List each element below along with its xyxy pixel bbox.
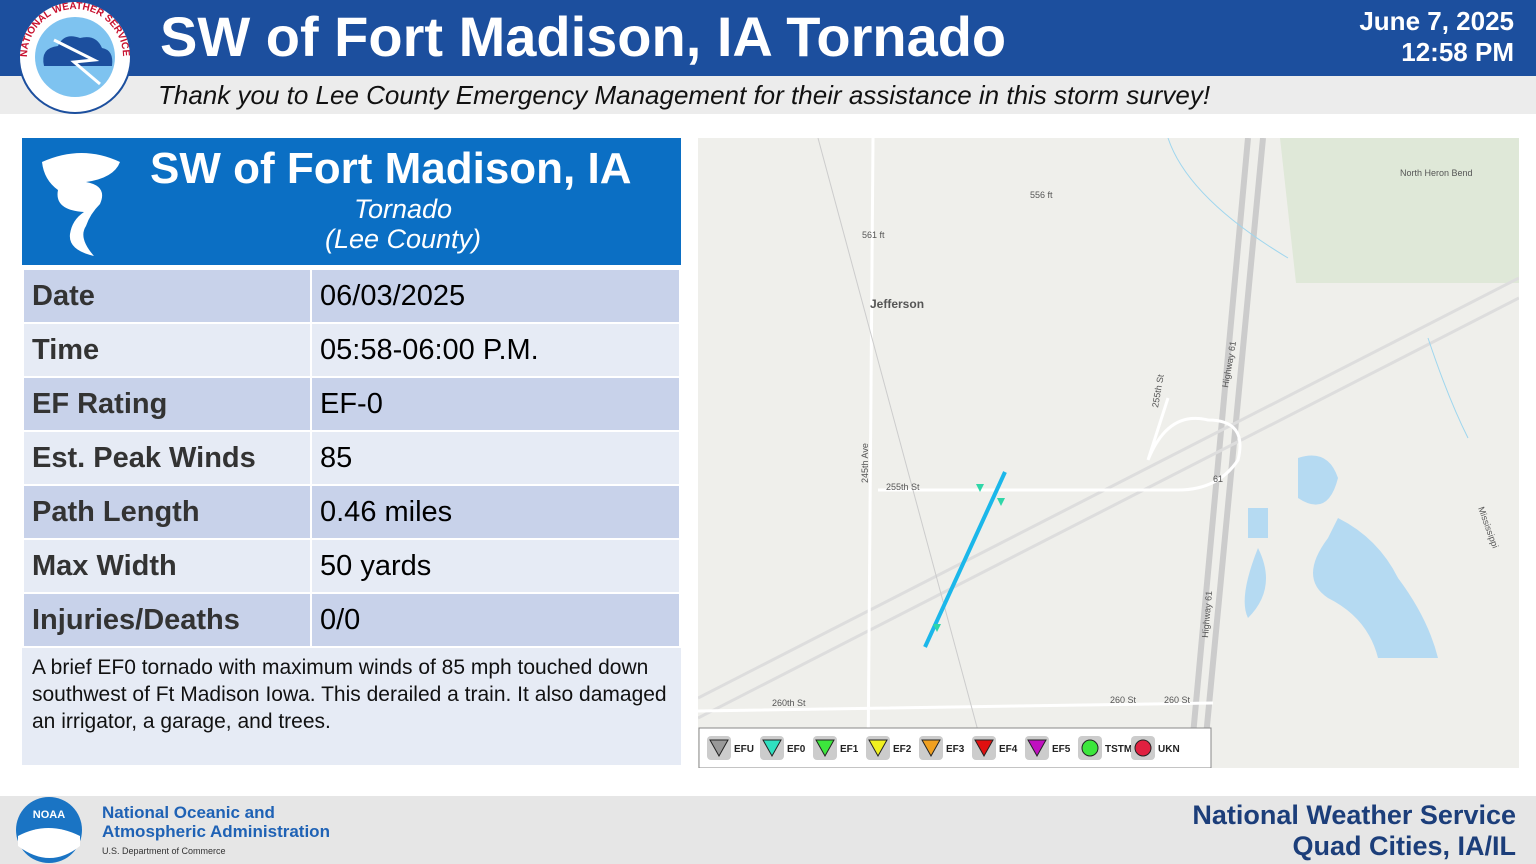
legend-icon (921, 739, 941, 758)
subtitle-bar (0, 76, 1536, 114)
legend-label: EF3 (946, 744, 965, 755)
row-label: EF Rating (22, 376, 312, 432)
map-label: Highway 61 (1220, 340, 1238, 388)
map-canvas: North Heron Bend 556 ft 561 ft Jefferson 255… (698, 138, 1519, 768)
map-label: 245th Ave (860, 443, 870, 483)
legend-icon (762, 739, 782, 758)
row-value: 85 (310, 430, 681, 486)
description: A brief EF0 tornado with maximum winds o… (22, 648, 681, 765)
info-card: SW of Fort Madison, IA Tornado (Lee Coun… (22, 138, 681, 765)
table-row: Est. Peak Winds 85 (22, 430, 681, 486)
time: 12:58 PM (1401, 37, 1514, 67)
row-value: 06/03/2025 (310, 268, 681, 324)
row-label: Injuries/Deaths (22, 592, 312, 648)
map-label: 556 ft (1030, 190, 1053, 200)
date-time: June 7, 2025 12:58 PM (1359, 6, 1514, 68)
subtitle: Thank you to Lee County Emergency Manage… (158, 80, 1211, 110)
legend-label: EF0 (787, 744, 806, 755)
table-row: EF Rating EF-0 (22, 376, 681, 432)
legend-icon (1134, 739, 1152, 757)
department: U.S. Department of Commerce (102, 846, 226, 856)
legend-icon (1081, 739, 1099, 757)
legend-icon (709, 739, 729, 758)
tornado-path (923, 471, 1007, 648)
legend-label: EFU (734, 744, 754, 755)
row-value: EF-0 (310, 376, 681, 432)
row-value: 0.46 miles (310, 484, 681, 540)
map-label: 255th St (1150, 373, 1166, 408)
legend-icon (815, 739, 835, 758)
row-value: 0/0 (310, 592, 681, 648)
info-table: Date 06/03/2025 Time 05:58-06:00 P.M. EF Rat… (22, 268, 681, 648)
legend-icon (868, 739, 888, 758)
row-label: Date (22, 268, 312, 324)
county: (Lee County) (324, 224, 482, 254)
office: National Weather Service Quad Cities, IA/… (1192, 800, 1516, 862)
card-title: SW of Fort Madison, IA (150, 144, 632, 193)
table-row: Injuries/Deaths 0/0 (22, 592, 681, 648)
noaa-text: NOAA (33, 809, 65, 821)
table-row: Max Width 50 yards (22, 538, 681, 594)
map-label: 260 St (1164, 695, 1191, 705)
legend-label: TSTM (1105, 744, 1132, 755)
table-row: Date 06/03/2025 (22, 268, 681, 324)
footer-bar (0, 796, 1536, 864)
map-label: 61 (1213, 474, 1223, 484)
legend-label: EF2 (893, 744, 912, 755)
map-label: Mississippi (1476, 505, 1500, 549)
row-value: 50 yards (310, 538, 681, 594)
header-bar (0, 0, 1536, 76)
map-label: Highway 61 (1200, 590, 1214, 638)
card-header: SW of Fort Madison, IA Tornado (Lee Coun… (22, 138, 681, 265)
legend-label: UKN (1158, 744, 1180, 755)
map-label: 561 ft (862, 230, 885, 240)
agency-line1: National Oceanic and (102, 803, 275, 822)
row-label: Path Length (22, 484, 312, 540)
legend-label: EF1 (840, 744, 859, 755)
noaa-logo: NOAA National Oceanic and Atmospheric Ad… (16, 797, 330, 863)
map-label: 260 St (1110, 695, 1137, 705)
map-label: 255th St (886, 482, 920, 492)
title: SW of Fort Madison, IA Tornado (160, 5, 1007, 68)
damage-points (933, 484, 1005, 632)
table-row: Time 05:58-06:00 P.M. (22, 322, 681, 378)
agency-line2: Atmospheric Administration (102, 822, 330, 841)
legend-icon (974, 739, 994, 758)
legend-label: EF4 (999, 744, 1018, 755)
map: North Heron Bend 556 ft 561 ft Jefferson 255… (698, 138, 1519, 768)
legend-icon (1027, 739, 1047, 758)
map-label: 260th St (772, 698, 806, 708)
map-label: Jefferson (870, 297, 924, 311)
date: June 7, 2025 (1359, 6, 1514, 36)
office-line1: National Weather Service (1192, 800, 1516, 830)
row-label: Time (22, 322, 312, 378)
tornado-icon (42, 153, 120, 256)
row-label: Max Width (22, 538, 312, 594)
legend-label: EF5 (1052, 744, 1071, 755)
office-line2: Quad Cities, IA/IL (1292, 831, 1516, 861)
row-label: Est. Peak Winds (22, 430, 312, 486)
nws-logo: NATIONAL WEATHER SERVICE (18, 0, 132, 114)
event-type: Tornado (353, 194, 453, 224)
table-row: Path Length 0.46 miles (22, 484, 681, 540)
row-value: 05:58-06:00 P.M. (310, 322, 681, 378)
map-label: North Heron Bend (1400, 168, 1473, 178)
